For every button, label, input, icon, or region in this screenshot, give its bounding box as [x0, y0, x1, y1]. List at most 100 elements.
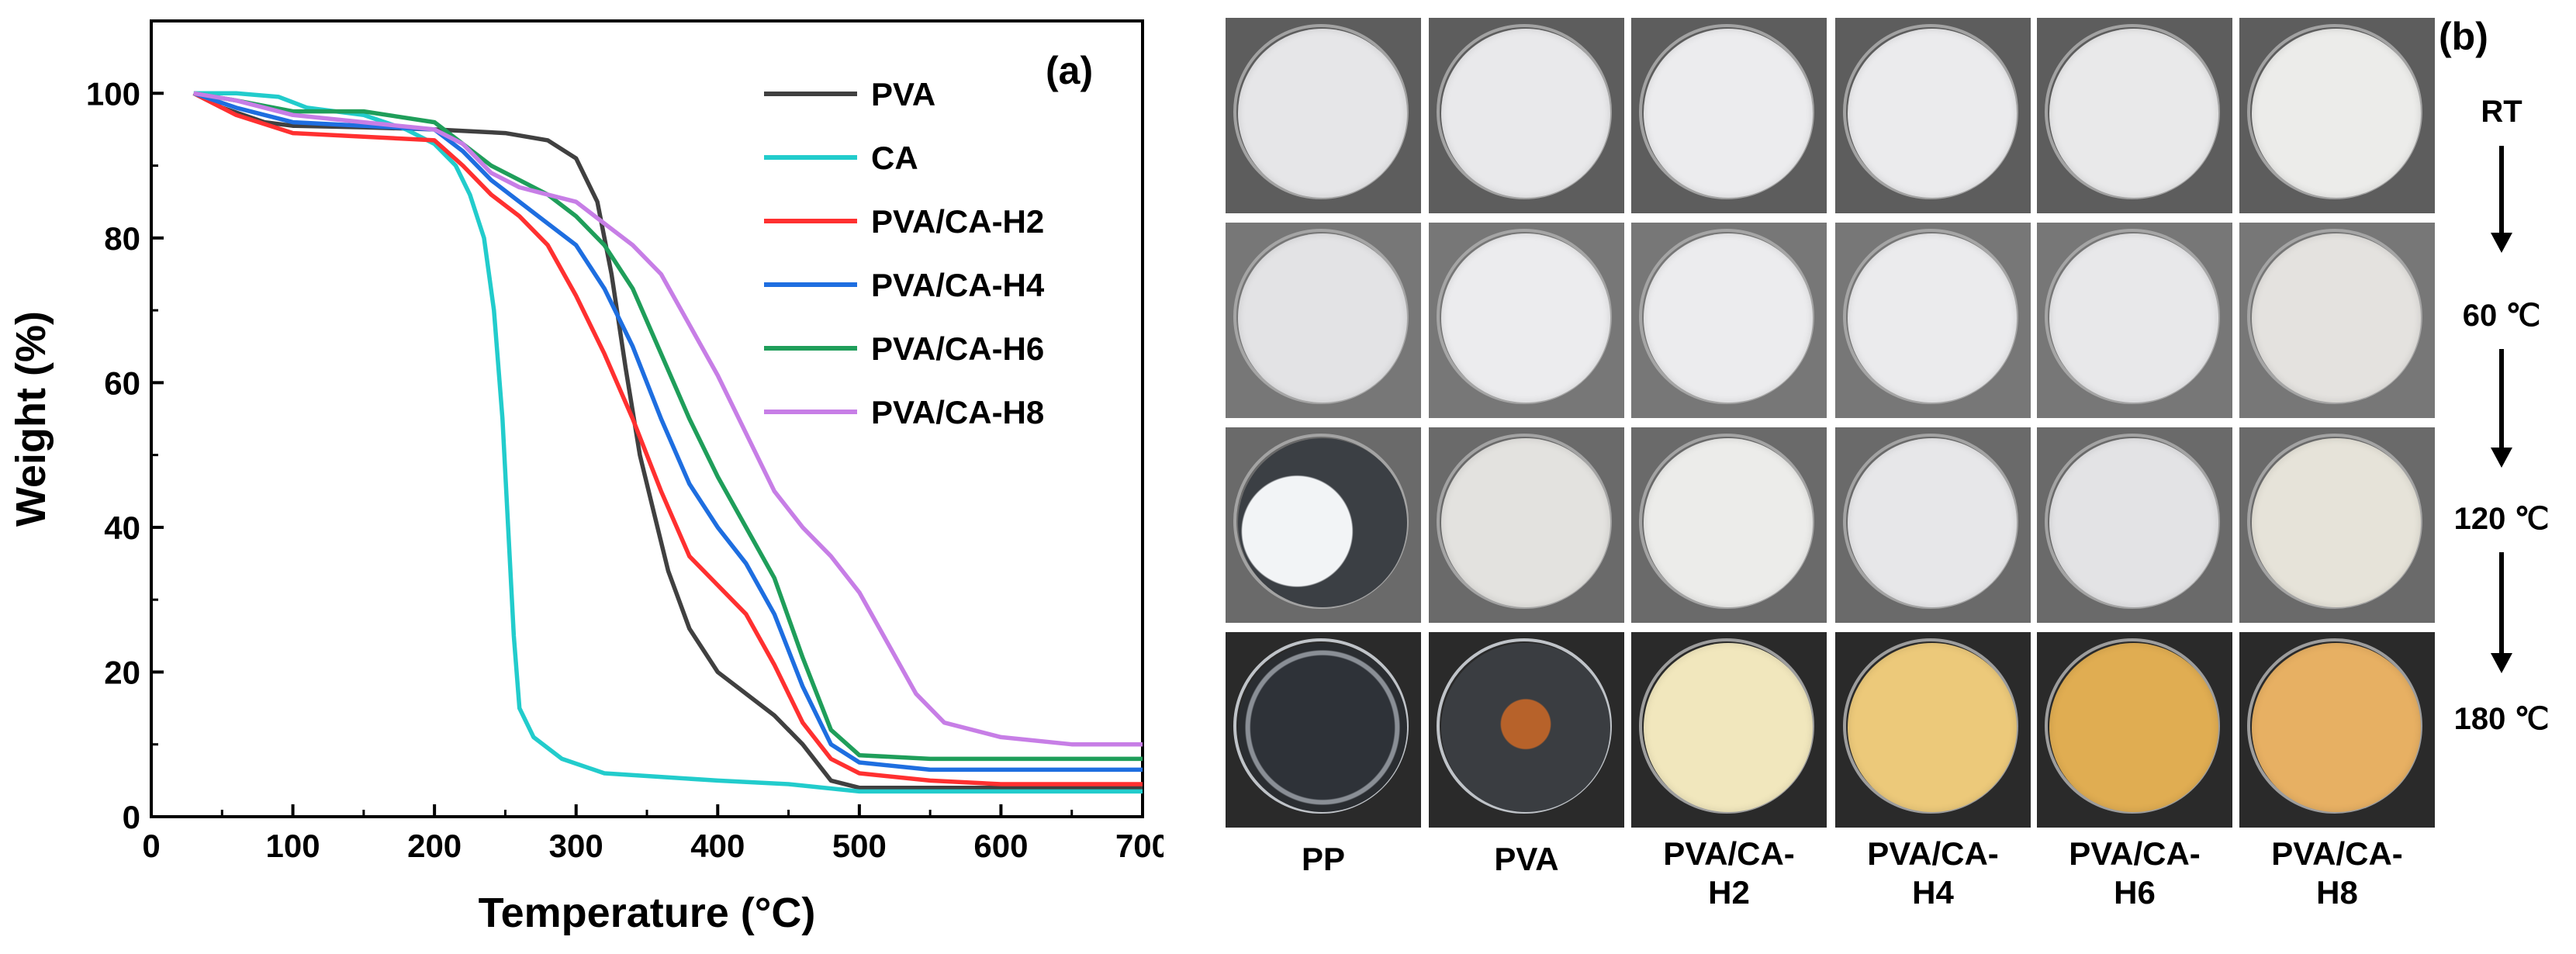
y-tick-label: 100	[86, 75, 140, 112]
petri-dish-sample	[1238, 438, 1407, 607]
series-line-ca	[193, 91, 1143, 794]
sample-photo	[1631, 18, 1827, 213]
x-tick-label: 100	[266, 828, 320, 864]
column-label: PP	[1222, 840, 1424, 879]
y-axis-title: Weight (%)	[8, 311, 54, 527]
petri-dish-sample	[2252, 438, 2421, 607]
axis-ticks	[150, 92, 1144, 818]
petri-dish-rim	[2045, 24, 2220, 199]
petri-dish-rim	[1233, 229, 1409, 404]
x-axis-title: Temperature (°C)	[479, 890, 816, 936]
petri-dish-rim	[1437, 229, 1612, 404]
petri-dish-rim	[1233, 434, 1409, 609]
panel-b-label: (b)	[2439, 15, 2488, 58]
column-label-line: H2	[1708, 874, 1750, 911]
plot-area: 0 100 200 300 400 500 600 700 0 20 40 60 80 100	[86, 19, 1164, 864]
column-label-line: PVA/CA-	[2069, 835, 2201, 872]
x-tick-label: 600	[973, 828, 1028, 864]
petri-dish-rim	[1639, 638, 1814, 814]
series-line-pva	[192, 91, 1143, 790]
legend-entry: PVA/CA-H4	[764, 267, 1045, 303]
petri-dish-sample	[1848, 643, 2017, 812]
panel-a-label: (a)	[1046, 49, 1093, 92]
sample-photo	[1226, 223, 1421, 418]
sample-photo	[1226, 427, 1421, 623]
column-label-line: PVA/CA-	[1663, 835, 1795, 872]
column-label-line: PP	[1301, 841, 1346, 877]
column-label-line: PVA	[1494, 841, 1559, 877]
sample-photo	[2037, 427, 2232, 623]
petri-dish-rim	[1639, 24, 1814, 199]
column-label: PVA	[1426, 840, 1627, 879]
petri-dish-sample	[1238, 643, 1407, 812]
legend-entry: PVA/CA-H8	[764, 394, 1044, 430]
petri-dish-sample	[2252, 29, 2421, 198]
x-tick-label: 0	[142, 828, 160, 864]
series-lines	[192, 91, 1143, 794]
sample-photo	[2239, 223, 2435, 418]
sample-photo	[1835, 427, 2031, 623]
petri-dish-sample	[1441, 233, 1610, 403]
sample-photo	[2239, 632, 2435, 828]
y-tick-label: 20	[104, 654, 140, 690]
column-label-line: H6	[2114, 874, 2156, 911]
x-tick-label: 300	[549, 828, 603, 864]
sample-photo	[1429, 632, 1624, 828]
column-label-line: H4	[1912, 874, 1954, 911]
sample-photo	[1835, 223, 2031, 418]
petri-dish-sample	[1238, 29, 1407, 198]
legend-entry: PVA/CA-H2	[764, 203, 1044, 240]
petri-dish-sample	[1441, 438, 1610, 607]
sample-photo	[2037, 18, 2232, 213]
temperature-label: RT	[2481, 95, 2522, 129]
temperature-label: 120 ℃	[2453, 502, 2550, 536]
temperature-label: 60 ℃	[2462, 299, 2541, 333]
sample-photo	[2239, 18, 2435, 213]
petri-dish-rim	[1437, 24, 1612, 199]
petri-dish-sample	[1644, 233, 1813, 403]
petri-dish-sample	[2049, 29, 2218, 198]
legend-label: PVA/CA-H6	[871, 330, 1044, 367]
petri-dish-sample	[1644, 438, 1813, 607]
series-line-pva-ca-h8	[193, 91, 1143, 747]
petri-dish-sample	[1441, 29, 1610, 198]
petri-dish-rim	[2247, 24, 2422, 199]
column-label: PVA/CA- H4	[1832, 835, 2034, 912]
x-tick-label: 200	[407, 828, 462, 864]
petri-dish-rim	[1233, 24, 1409, 199]
sample-photo	[1631, 427, 1827, 623]
petri-dish-rim	[2247, 229, 2422, 404]
legend-entry: PVA/CA-H6	[764, 330, 1044, 367]
petri-dish-rim	[2247, 638, 2422, 814]
legend: PVA CA PVA/CA-H2 PVA/CA-H4 PVA/CA-H6 PVA/CA-H…	[764, 76, 1045, 430]
legend-label: CA	[871, 140, 918, 176]
petri-dish-rim	[1843, 24, 2018, 199]
sample-photo	[1835, 632, 2031, 828]
petri-dish-sample	[2252, 643, 2421, 812]
column-label: PVA/CA- H2	[1628, 835, 1830, 912]
column-label-line: PVA/CA-	[1867, 835, 1999, 872]
petri-dish-sample	[2049, 643, 2218, 812]
petri-dish-sample	[1644, 643, 1813, 812]
petri-dish-sample	[1441, 643, 1610, 812]
petri-dish-rim	[2045, 434, 2220, 609]
y-tick-label: 0	[123, 799, 140, 835]
petri-dish-sample	[1848, 233, 2017, 403]
y-tick-label: 60	[104, 365, 140, 401]
petri-dish-sample	[2049, 233, 2218, 403]
y-tick-label: 80	[104, 220, 140, 257]
sample-photo	[1429, 223, 1624, 418]
tga-chart: 0 100 200 300 400 500 600 700 0 20 40 60 80 100 Temp…	[8, 19, 1164, 936]
petri-dish-sample	[1848, 29, 2017, 198]
petri-dish-rim	[2045, 638, 2220, 814]
petri-dish-rim	[1437, 434, 1612, 609]
y-tick-label: 40	[104, 510, 140, 546]
sample-photo	[1835, 18, 2031, 213]
series-line-pva-ca-h4	[192, 91, 1143, 773]
series-line-pva-ca-h2	[192, 91, 1143, 786]
legend-label: PVA	[871, 76, 935, 112]
petri-dish-rim	[1639, 434, 1814, 609]
petri-dish-sample	[1848, 438, 2017, 607]
column-label-line: PVA/CA-	[2271, 835, 2403, 872]
legend-label: PVA/CA-H8	[871, 394, 1044, 430]
